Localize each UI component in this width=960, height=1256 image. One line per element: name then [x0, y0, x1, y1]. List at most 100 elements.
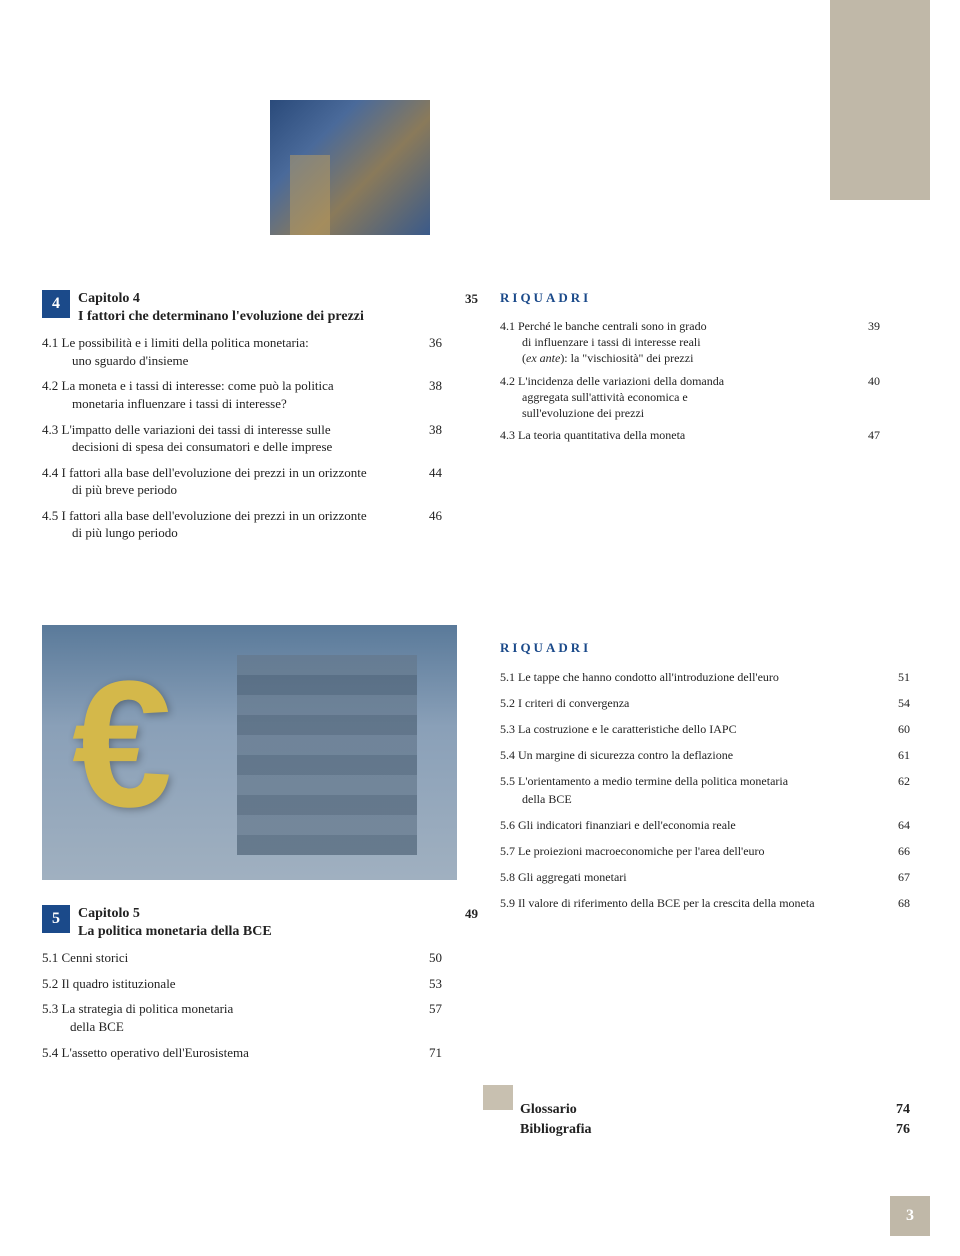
- bibliografia-label: Bibliografia: [520, 1120, 880, 1140]
- riquadri-chapter5: RIQUADRI 5.1 Le tappe che hanno condotto…: [500, 640, 910, 912]
- riq-page: 54: [880, 694, 910, 712]
- riq-text: Perché le banche centrali sono in grado: [518, 319, 707, 333]
- riquadri-entry: 5.9 Il valore di riferimento della BCE p…: [500, 894, 910, 912]
- chapter5-caption: Capitolo 5: [78, 906, 140, 921]
- riq-text: (ex ante): la "vischiosità" dei prezzi: [500, 350, 850, 366]
- section-text: I fattori alla base dell'evoluzione dei …: [62, 465, 367, 480]
- riq-page: 40: [850, 373, 880, 389]
- toc-page: 46: [412, 507, 442, 525]
- section-subtext: uno sguardo d'insieme: [42, 352, 412, 370]
- riquadri-entry: 4.2 L'incidenza delle variazioni della d…: [500, 373, 880, 422]
- toc-page: 38: [412, 377, 442, 395]
- back-matter: Glossario 74 Bibliografia 76: [520, 1100, 910, 1139]
- section-text: Le possibilità e i limiti della politica…: [62, 335, 309, 350]
- riquadri-entry: 4.1 Perché le banche centrali sono in gr…: [500, 318, 880, 367]
- chapter4-caption: Capitolo 4: [78, 291, 140, 306]
- riq-text: 5.5 L'orientamento a medio termine della…: [500, 772, 880, 808]
- page-number: 3: [890, 1196, 930, 1236]
- riq-text: 5.2 I criteri di convergenza: [500, 694, 880, 712]
- toc-page: 38: [412, 421, 442, 439]
- riquadri-entry: 5.1 Le tappe che hanno condotto all'intr…: [500, 668, 910, 686]
- toc-entry: 5.3 La strategia di politica monetaria d…: [42, 1000, 472, 1035]
- toc-page: 53: [412, 975, 442, 993]
- toc-entry: 5.4 L'assetto operativo dell'Eurosistema…: [42, 1044, 472, 1062]
- toc-page: 50: [412, 949, 442, 967]
- riq-text: 5.6 Gli indicatori finanziari e dell'eco…: [500, 816, 880, 834]
- riq-page: 47: [850, 427, 880, 443]
- section-number: 4.1: [42, 335, 58, 350]
- riq-num: 4.2: [500, 374, 515, 388]
- riquadri-entry: 4.3 La teoria quantitativa della moneta …: [500, 427, 880, 443]
- riquadri-entry: 5.3 La costruzione e le caratteristiche …: [500, 720, 910, 738]
- backmatter-swatch: [483, 1085, 513, 1110]
- riq-text: aggregata sull'attività economica e: [500, 389, 850, 405]
- riq-page: 68: [880, 894, 910, 912]
- riq-text: L'incidenza delle variazioni della doman…: [518, 374, 724, 388]
- chapter4-image: [270, 100, 430, 235]
- section-text: 5.4 L'assetto operativo dell'Eurosistema: [42, 1044, 412, 1062]
- toc-entry: 4.2 La moneta e i tassi di interesse: co…: [42, 377, 472, 412]
- section-subtext: di più breve periodo: [42, 481, 412, 499]
- section-subtext: decisioni di spesa dei consumatori e del…: [42, 438, 412, 456]
- toc-entry: 4.1 Le possibilità e i limiti della poli…: [42, 334, 472, 369]
- riq-num: 4.1: [500, 319, 515, 333]
- chapter4-badge: 4: [42, 290, 70, 318]
- riquadri-entry: 5.8 Gli aggregati monetari67: [500, 868, 910, 886]
- bibliografia-entry: Bibliografia 76: [520, 1120, 910, 1140]
- section-number: 4.4: [42, 465, 58, 480]
- building-graphic: [237, 655, 417, 855]
- bibliografia-page: 76: [880, 1120, 910, 1140]
- riq-text: sull'evoluzione dei prezzi: [500, 405, 850, 421]
- toc-page: 71: [412, 1044, 442, 1062]
- section-subtext: di più lungo periodo: [42, 524, 412, 542]
- glossario-entry: Glossario 74: [520, 1100, 910, 1120]
- section-number: 4.2: [42, 378, 58, 393]
- toc-entry: 4.3 L'impatto delle variazioni dei tassi…: [42, 421, 472, 456]
- riquadri-entry: 5.4 Un margine di sicurezza contro la de…: [500, 746, 910, 764]
- riq-page: 67: [880, 868, 910, 886]
- riquadri-heading: RIQUADRI: [500, 290, 880, 306]
- riq-page: 51: [880, 668, 910, 686]
- riquadri-entry: 5.7 Le proiezioni macroeconomiche per l'…: [500, 842, 910, 860]
- riq-page: 62: [880, 772, 910, 808]
- riq-page: 61: [880, 746, 910, 764]
- glossario-page: 74: [880, 1100, 910, 1120]
- riq-text: 5.3 La costruzione e le caratteristiche …: [500, 720, 880, 738]
- toc-page: 36: [412, 334, 442, 352]
- section-text: La moneta e i tassi di interesse: come p…: [62, 378, 334, 393]
- section-subtext: monetaria influenzare i tassi di interes…: [42, 395, 412, 413]
- chapter4-title-page: 35: [448, 290, 478, 308]
- riq-text: di influenzare i tassi di interesse real…: [500, 334, 850, 350]
- riq-num: 4.3: [500, 428, 515, 442]
- toc-entry: 5.1 Cenni storici50: [42, 949, 472, 967]
- section-text: I fattori alla base dell'evoluzione dei …: [62, 508, 367, 523]
- riq-text: 5.8 Gli aggregati monetari: [500, 868, 880, 886]
- section-text: 5.2 Il quadro istituzionale: [42, 975, 412, 993]
- chapter4-title: I fattori che determinano l'evoluzione d…: [78, 309, 364, 324]
- chapter5-title: La politica monetaria della BCE: [78, 924, 272, 939]
- section-number: 4.5: [42, 508, 58, 523]
- toc-entry: 4.4 I fattori alla base dell'evoluzione …: [42, 464, 472, 499]
- toc-entry: 4.5 I fattori alla base dell'evoluzione …: [42, 507, 472, 542]
- riquadri-entry: 5.5 L'orientamento a medio termine della…: [500, 772, 910, 808]
- riquadri-heading: RIQUADRI: [500, 640, 910, 656]
- chapter5-badge: 5: [42, 905, 70, 933]
- glossario-label: Glossario: [520, 1100, 880, 1120]
- toc-page: 44: [412, 464, 442, 482]
- section-text: L'impatto delle variazioni dei tassi di …: [62, 422, 331, 437]
- riq-text: 5.1 Le tappe che hanno condotto all'intr…: [500, 668, 880, 686]
- riq-text: 5.7 Le proiezioni macroeconomiche per l'…: [500, 842, 880, 860]
- toc-entry: 5.2 Il quadro istituzionale53: [42, 975, 472, 993]
- riquadri-chapter4: RIQUADRI 4.1 Perché le banche centrali s…: [500, 290, 880, 443]
- riq-page: 64: [880, 816, 910, 834]
- riq-text: 5.9 Il valore di riferimento della BCE p…: [500, 894, 880, 912]
- chapter5-image: €: [42, 625, 457, 880]
- riquadri-entry: 5.6 Gli indicatori finanziari e dell'eco…: [500, 816, 910, 834]
- riq-page: 66: [880, 842, 910, 860]
- riq-page: 39: [850, 318, 880, 334]
- toc-page: 57: [412, 1000, 442, 1018]
- euro-icon: €: [72, 655, 172, 835]
- riquadri-entry: 5.2 I criteri di convergenza54: [500, 694, 910, 712]
- riq-text: 5.4 Un margine di sicurezza contro la de…: [500, 746, 880, 764]
- chapter5-toc: 5 Capitolo 5 La politica monetaria della…: [42, 905, 472, 1061]
